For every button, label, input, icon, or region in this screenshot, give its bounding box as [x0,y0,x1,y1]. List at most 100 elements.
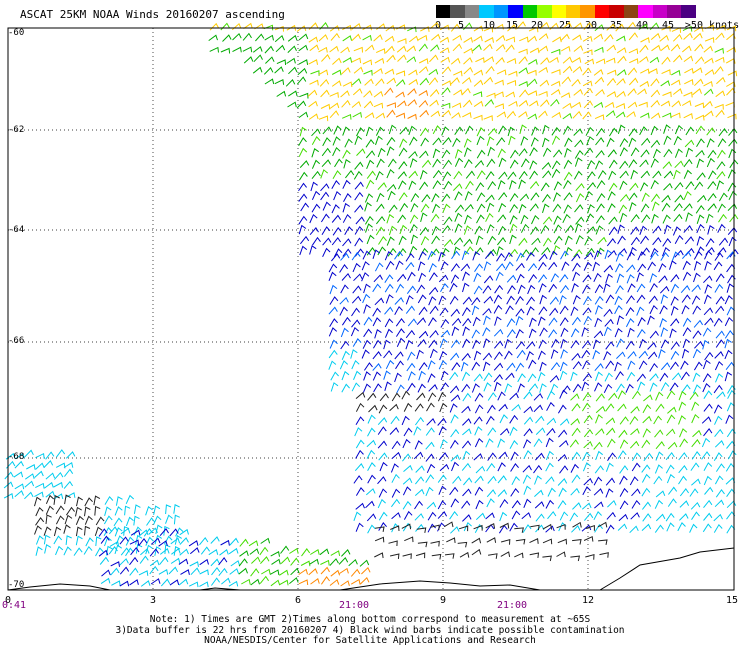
wind-barb [650,247,659,258]
wind-barb [394,372,402,383]
wind-barb [683,203,693,212]
wind-barb [619,137,629,147]
wind-barb [641,214,651,223]
wind-barb [351,319,361,328]
wind-barb [463,225,472,235]
wind-barb [430,540,440,547]
wind-barb [53,526,62,537]
wind-barb [391,498,401,508]
wind-barb [615,103,626,109]
wind-barb [539,361,547,372]
wind-barb [311,236,321,246]
wind-barb [522,464,532,473]
wind-barb [332,226,342,236]
wind-barb [374,536,385,543]
wind-barb [243,22,253,30]
wind-barb [617,523,628,531]
wind-barb [527,90,538,96]
wind-barb [658,263,667,273]
wind-barb [667,498,677,507]
wind-barb [398,180,407,190]
wind-barb [548,317,558,326]
wind-barb [271,558,281,565]
wind-barb [504,350,513,360]
colorbar-label: 25 [558,20,572,31]
wind-barb [454,149,463,159]
wind-barb [678,452,688,461]
wind-barb [526,341,536,350]
wind-barb [159,547,170,555]
wind-barb [133,504,141,514]
wind-barb [704,57,714,64]
wind-barb [449,510,459,520]
wind-barb [497,438,506,448]
colorbar-swatch [551,5,566,18]
wind-barb [606,238,617,247]
wind-barb [129,556,139,566]
colorbar-swatch [565,5,581,18]
wind-barb [727,169,736,179]
wind-barb [220,22,230,31]
wind-barb [631,462,641,472]
wind-barb [328,271,337,281]
wind-barb [437,511,448,519]
wind-barb [63,524,71,534]
wind-barb [570,393,580,401]
wind-barb [716,161,726,170]
wind-barb [419,77,430,86]
wind-barb [428,384,438,392]
wind-barb [540,99,550,107]
wind-barb [595,203,605,212]
wind-barb [367,427,376,437]
wind-barb [458,525,469,532]
wind-barb [45,451,55,460]
wind-barb [453,237,464,246]
wind-barb [509,426,518,436]
wind-barb [270,579,281,587]
wind-barb [414,500,423,510]
x-tick-label: 3 [149,595,157,606]
wind-barb [450,498,460,508]
wind-barb [581,349,591,359]
wind-barb [603,383,613,394]
wind-barb [650,193,661,202]
wind-barb [110,561,120,567]
wind-barb [158,540,168,547]
wind-barb [364,215,374,225]
wind-barb [414,403,424,412]
wind-barb [373,102,384,109]
wind-barb [661,25,671,32]
wind-barb [518,56,528,64]
wind-barb [429,348,438,359]
wind-barb [560,349,568,359]
wind-barb [418,251,427,261]
wind-barb [384,283,394,293]
wind-barb [341,99,351,108]
wind-barb [432,148,441,159]
wind-barb [683,32,693,40]
wind-barb [437,474,447,483]
wind-barb [655,391,664,401]
wind-barb [572,383,582,393]
wind-barb [342,238,352,247]
wind-barb [629,182,639,191]
wind-barb [298,568,308,575]
wind-barb [398,235,407,245]
wind-barb [24,480,35,488]
wind-barb [463,66,474,75]
wind-barb [626,21,636,30]
wind-barb [473,272,482,282]
wind-barb [463,477,473,486]
wind-barb [703,462,713,472]
wind-barb [641,473,651,483]
wind-barb [414,440,423,450]
wind-barb [114,506,123,516]
wind-barb [671,251,680,261]
wind-barb [690,501,701,510]
wind-barb [275,44,286,53]
wind-barb [630,512,640,520]
wind-barb [575,193,585,203]
wind-barb [626,274,635,284]
wind-barb [451,112,461,119]
wind-barb [598,539,608,545]
